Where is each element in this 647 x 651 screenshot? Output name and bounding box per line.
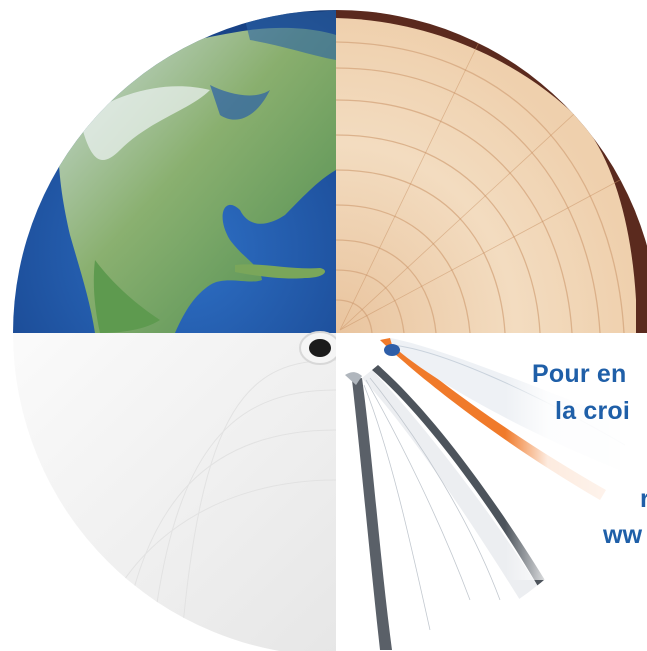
book-spine-mark [384, 344, 400, 356]
tree-rings-quadrant [335, 10, 647, 334]
paper-roll-quadrant [13, 331, 341, 651]
caribbean-islands [235, 264, 325, 279]
caption-line-1: Pour en [532, 360, 627, 388]
caption-backdrop [505, 340, 647, 580]
great-lakes [210, 85, 270, 120]
paper-roll-hole [309, 339, 331, 357]
caption-line-2: la croi [555, 397, 631, 425]
caption-line-4: ww [603, 521, 643, 549]
caption-line-3: r [640, 485, 647, 513]
grey-book-cover [352, 378, 392, 650]
earth-quadrant [13, 10, 337, 334]
